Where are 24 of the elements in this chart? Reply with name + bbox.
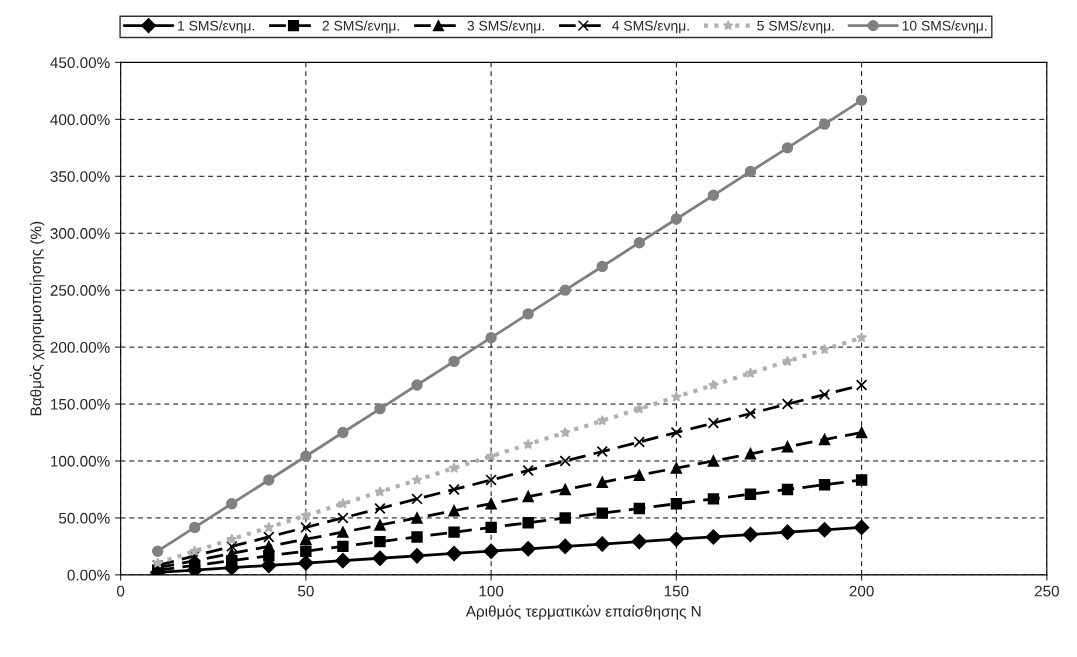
y-axis-title: Βαθμός χρησιμοποίησης (%) xyxy=(29,221,45,416)
x-tick-label: 100 xyxy=(479,585,504,597)
legend-label: 4 SMS/ενημ. xyxy=(612,20,689,34)
x-tick-label: 50 xyxy=(297,585,314,597)
y-tick-label: 150.00% xyxy=(51,398,110,410)
y-tick-label: 200.00% xyxy=(50,341,110,353)
legend-label: 2 SMS/ενημ. xyxy=(322,20,399,34)
y-tick-label: 100.00% xyxy=(51,455,110,467)
x-tick-label: 150 xyxy=(664,585,689,597)
y-tick-label: 250.00% xyxy=(50,285,110,296)
y-tick-label: 50.00% xyxy=(59,512,110,524)
y-tick-label: 0.00% xyxy=(67,569,110,581)
legend-label: 1 SMS/ενημ. xyxy=(178,20,255,34)
x-tick-label: 0 xyxy=(116,585,125,597)
y-tick-label: 400.00% xyxy=(50,114,110,126)
legend-label: 5 SMS/ενημ. xyxy=(757,20,834,34)
y-tick-label: 300.00% xyxy=(50,228,110,239)
legend-label: 3 SMS/ενημ. xyxy=(467,20,544,34)
y-tick-label: 450.00% xyxy=(50,57,110,69)
x-axis-title: Αριθμός τερματικών επαίσθησης N xyxy=(465,605,701,620)
y-tick-label: 350.00% xyxy=(50,171,110,182)
x-tick-label: 250 xyxy=(1034,585,1059,597)
x-tick-label: 200 xyxy=(849,585,874,597)
legend-label: 10 SMS/ενημ. xyxy=(902,20,987,34)
